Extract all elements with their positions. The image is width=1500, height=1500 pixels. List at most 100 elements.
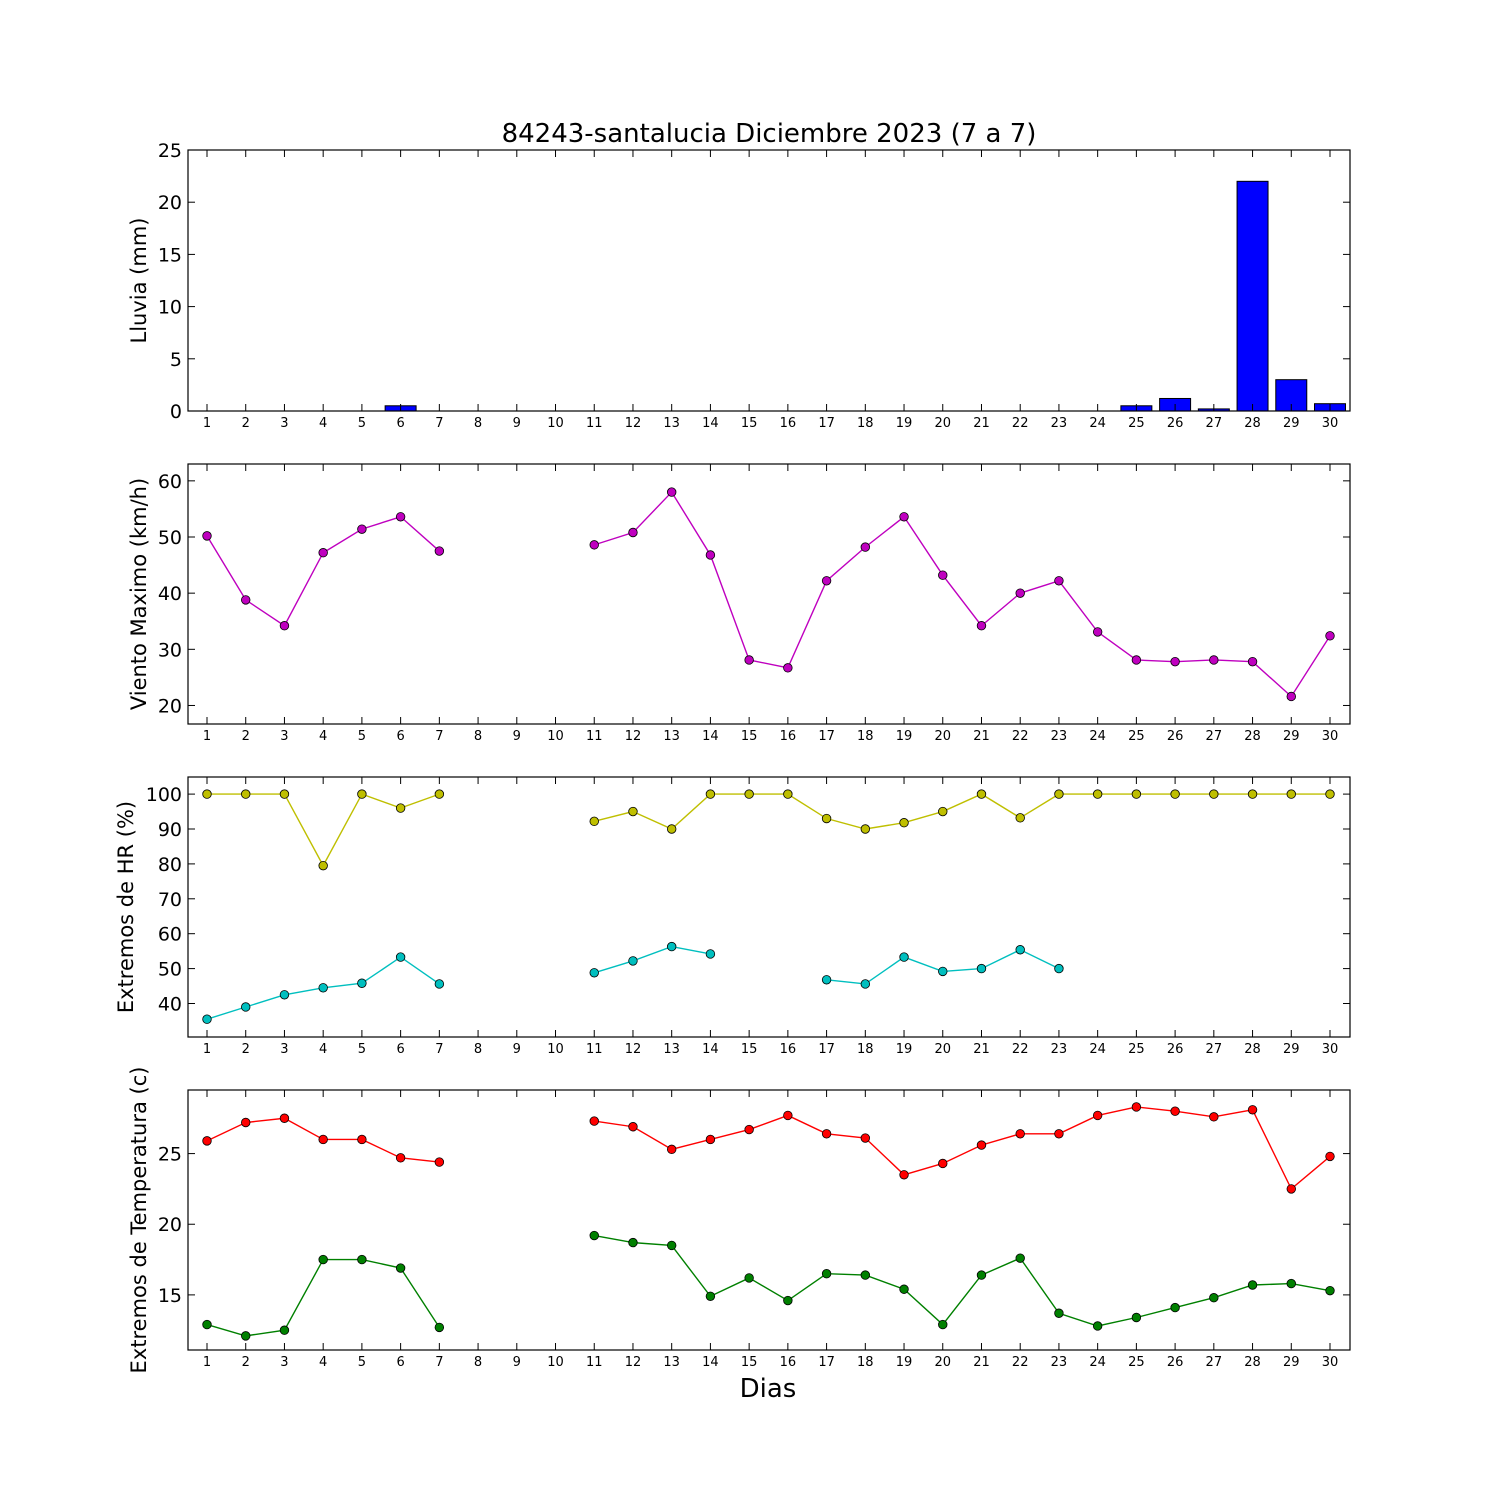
point-series-2-day-19 <box>899 1284 909 1294</box>
point-series-2-day-17 <box>821 1268 832 1279</box>
point-series-1-day-18 <box>860 1133 871 1143</box>
x-tick-label: 12 <box>625 416 642 431</box>
point-series-2-day-11 <box>589 1230 599 1241</box>
x-tick-label: 2 <box>242 729 250 744</box>
y-tick-label: 25 <box>158 1144 182 1166</box>
x-tick-label: 28 <box>1244 1355 1261 1370</box>
y-tick-label: 60 <box>158 471 182 493</box>
point-series-2-day-22 <box>1015 945 1025 955</box>
x-tick-label: 30 <box>1322 416 1339 431</box>
point-series-1-day-13 <box>666 1144 677 1155</box>
x-tick-label: 8 <box>474 729 482 744</box>
x-tick-label: 28 <box>1244 416 1261 431</box>
x-tick-label: 16 <box>780 729 797 744</box>
point-series-2-day-6 <box>395 952 406 962</box>
x-tick-label: 6 <box>396 729 404 744</box>
point-series-1-day-16 <box>783 1110 793 1121</box>
x-tick-label: 1 <box>203 1355 211 1370</box>
point-series-1-day-23 <box>1054 789 1064 799</box>
point-series-1-day-19 <box>899 818 909 828</box>
point-series-1-day-28 <box>1247 656 1258 667</box>
point-series-1-day-25 <box>1131 655 1142 665</box>
point-series-2-day-24 <box>1092 1321 1103 1331</box>
series-2-line <box>594 945 711 974</box>
point-series-2-day-20 <box>938 966 948 977</box>
point-series-1-day-4 <box>318 860 328 871</box>
x-tick-label: 17 <box>818 1042 835 1057</box>
x-tick-label: 20 <box>934 1355 951 1370</box>
x-tick-label: 11 <box>586 1042 603 1057</box>
x-tick-label: 2 <box>242 416 250 431</box>
point-series-2-day-11 <box>589 968 599 978</box>
point-series-1-day-27 <box>1209 1112 1219 1122</box>
y-tick-label: 15 <box>158 1285 182 1307</box>
x-tick-label: 12 <box>625 1355 642 1370</box>
x-tick-label: 5 <box>358 416 366 431</box>
x-tick-label: 21 <box>973 1355 990 1370</box>
point-series-1-day-26 <box>1170 1106 1180 1116</box>
point-series-2-day-30 <box>1325 1285 1335 1296</box>
x-tick-label: 2 <box>242 1355 250 1370</box>
x-tick-label: 9 <box>513 1355 521 1370</box>
x-tick-label: 7 <box>435 729 443 744</box>
x-tick-label: 26 <box>1167 416 1184 431</box>
point-series-2-day-28 <box>1247 1280 1258 1290</box>
x-tick-label: 11 <box>586 416 603 431</box>
point-series-1-day-6 <box>395 803 406 813</box>
x-tick-label: 25 <box>1128 729 1145 744</box>
series-1-line <box>594 793 1330 830</box>
x-tick-label: 29 <box>1283 1042 1300 1057</box>
point-series-1-day-5 <box>357 1134 367 1145</box>
point-series-1-day-2 <box>241 595 251 605</box>
x-tick-label: 30 <box>1322 729 1339 744</box>
y-tick-label: 40 <box>158 583 182 605</box>
point-series-1-day-3 <box>279 1113 290 1123</box>
x-tick-label: 14 <box>702 1355 719 1370</box>
y-tick-label: 15 <box>158 244 182 266</box>
point-series-2-day-21 <box>976 1270 987 1280</box>
x-tick-label: 5 <box>358 1355 366 1370</box>
x-tick-label: 29 <box>1283 729 1300 744</box>
x-tick-label: 1 <box>203 416 211 431</box>
x-tick-label: 5 <box>358 1042 366 1057</box>
x-tick-label: 24 <box>1089 416 1106 431</box>
x-tick-label: 19 <box>896 1355 913 1370</box>
point-series-1-day-25 <box>1131 789 1142 799</box>
x-tick-label: 10 <box>547 1355 564 1370</box>
x-tick-label: 20 <box>934 1042 951 1057</box>
point-series-1-day-1 <box>202 531 212 541</box>
point-series-2-day-4 <box>318 1254 328 1265</box>
point-series-1-day-17 <box>821 576 832 586</box>
x-tick-label: 30 <box>1322 1042 1339 1057</box>
y-tick-label: 50 <box>158 527 182 549</box>
point-series-1-day-16 <box>783 789 793 799</box>
point-series-2-day-13 <box>666 941 677 952</box>
y-axis-label: Extremos de HR (%) <box>114 801 138 1013</box>
x-tick-label: 2 <box>242 1042 250 1057</box>
point-series-2-day-5 <box>357 1254 367 1265</box>
x-tick-label: 18 <box>857 416 874 431</box>
series-1-line <box>206 515 440 627</box>
point-series-2-day-17 <box>821 975 832 985</box>
x-tick-label: 15 <box>741 729 758 744</box>
x-tick-label: 23 <box>1051 729 1068 744</box>
x-tick-label: 6 <box>396 1355 404 1370</box>
x-tick-label: 4 <box>319 1355 327 1370</box>
point-series-1-day-29 <box>1286 789 1296 799</box>
y-tick-label: 40 <box>158 993 182 1015</box>
point-series-1-day-14 <box>705 1134 716 1145</box>
x-tick-label: 21 <box>973 729 990 744</box>
x-tick-label: 15 <box>741 1042 758 1057</box>
x-tick-label: 20 <box>934 416 951 431</box>
point-series-1-day-20 <box>938 806 948 817</box>
x-tick-label: 11 <box>586 729 603 744</box>
point-series-1-day-13 <box>666 824 677 834</box>
x-tick-label: 23 <box>1051 416 1068 431</box>
x-tick-label: 8 <box>474 416 482 431</box>
y-tick-label: 20 <box>158 1214 182 1236</box>
x-tick-label: 25 <box>1128 416 1145 431</box>
point-series-1-day-6 <box>395 512 406 522</box>
point-series-1-day-21 <box>976 789 987 799</box>
